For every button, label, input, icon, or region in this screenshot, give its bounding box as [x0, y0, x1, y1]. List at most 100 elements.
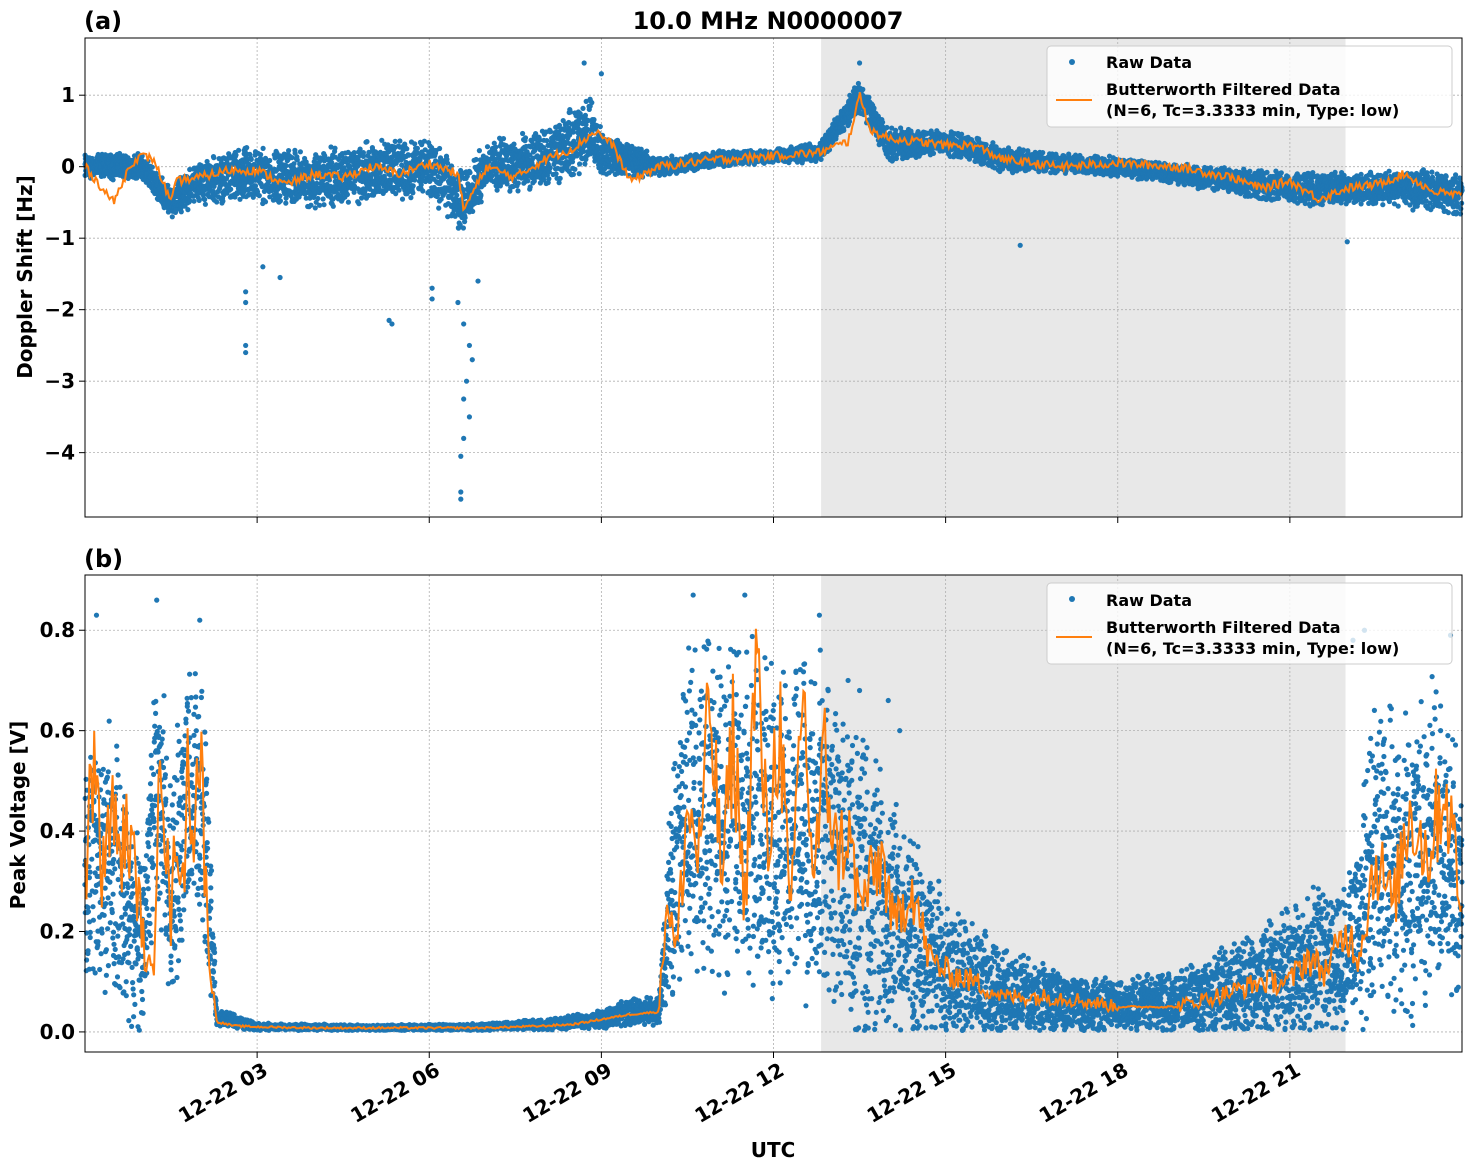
raw-data-point [308, 202, 314, 208]
raw-data-point [454, 192, 460, 198]
raw-data-point [228, 186, 234, 192]
raw-data-point [544, 138, 550, 144]
raw-data-point [351, 150, 357, 156]
raw-data-point [589, 100, 595, 106]
raw-data-point [169, 214, 175, 220]
raw-data-point [582, 112, 589, 118]
raw-data-point [470, 208, 476, 214]
raw-data-point [460, 225, 466, 231]
raw-data-point [332, 145, 338, 151]
raw-data-point [211, 183, 217, 189]
raw-data-point [396, 187, 402, 193]
raw-data-point [412, 177, 418, 183]
raw-data-point [262, 199, 269, 205]
raw-data-point [493, 144, 499, 150]
raw-data-point [248, 156, 254, 162]
raw-data-point [669, 153, 675, 159]
raw-data-point [356, 201, 362, 207]
raw-data-point [202, 196, 208, 203]
raw-data-point [597, 124, 603, 130]
raw-data-point [233, 152, 239, 158]
raw-data-point [187, 198, 193, 204]
raw-data-point [478, 192, 484, 198]
raw-data-point [547, 165, 553, 171]
raw-data-point [360, 150, 366, 156]
raw-data-point [191, 198, 197, 204]
raw-data-point [414, 145, 420, 151]
raw-data-point [165, 182, 171, 188]
raw-data-point [283, 163, 289, 169]
raw-data-point [286, 148, 292, 154]
raw-data-point [546, 176, 552, 182]
raw-data-point [404, 146, 410, 152]
raw-data-point [547, 129, 554, 135]
raw-data-point [392, 138, 398, 144]
raw-data-point [244, 145, 250, 151]
raw-data-point [345, 199, 351, 205]
raw-data-point [399, 196, 406, 202]
raw-data-point [577, 161, 583, 167]
raw-data-point [930, 150, 937, 156]
raw-data-point [187, 166, 193, 173]
raw-data-point [410, 183, 416, 189]
raw-data-point [644, 148, 650, 154]
raw-data-point [557, 175, 563, 181]
raw-data-point [196, 197, 202, 203]
raw-data-point [277, 198, 283, 204]
raw-data-point [570, 171, 577, 177]
raw-data-point [408, 195, 414, 201]
raw-data-point [267, 157, 273, 164]
raw-data-point [841, 125, 847, 132]
raw-data-point [330, 203, 336, 209]
raw-data-point [484, 144, 491, 150]
raw-data-point [108, 152, 114, 158]
raw-data-point [321, 202, 327, 208]
raw-data-point [893, 127, 899, 133]
raw-data-point [515, 180, 521, 186]
raw-data-point [553, 171, 559, 177]
raw-data-point [258, 152, 264, 158]
raw-data-point [567, 109, 574, 115]
raw-data-point [260, 145, 266, 151]
raw-data-point [236, 147, 242, 153]
raw-data-point [185, 207, 191, 213]
raw-data-point [412, 141, 418, 147]
raw-data-point [478, 199, 484, 205]
raw-data-point [214, 199, 220, 205]
raw-data-point [467, 170, 473, 176]
raw-data-point [277, 193, 283, 199]
raw-data-point [436, 205, 442, 211]
raw-data-point [462, 215, 468, 221]
raw-data-point [500, 136, 507, 142]
raw-data-point [289, 155, 295, 161]
raw-data-point [576, 171, 582, 177]
raw-data-point [173, 207, 179, 213]
raw-data-point [515, 188, 521, 194]
raw-data-point [525, 178, 531, 184]
raw-data-point [202, 201, 208, 207]
raw-data-point [591, 117, 597, 123]
raw-data-point [220, 198, 226, 204]
raw-data-point [153, 170, 159, 177]
raw-data-point [256, 193, 262, 199]
raw-data-point [329, 160, 335, 166]
raw-data-point [884, 124, 890, 131]
raw-data-point [582, 161, 588, 167]
raw-data-point [866, 94, 872, 100]
raw-data-point [344, 191, 350, 198]
raw-data-point [880, 119, 886, 125]
raw-data-point [580, 105, 586, 111]
raw-data-point [315, 195, 321, 202]
raw-data-point [511, 141, 517, 147]
raw-data-point [860, 86, 866, 92]
raw-data-point [420, 188, 426, 194]
raw-data-point [402, 141, 408, 147]
raw-data-point [410, 190, 416, 196]
raw-data-point [149, 164, 155, 170]
raw-data-point [317, 202, 323, 208]
raw-data-point [520, 130, 526, 137]
raw-data-point [211, 155, 217, 161]
raw-data-point [397, 138, 403, 144]
raw-data-point [320, 196, 326, 202]
